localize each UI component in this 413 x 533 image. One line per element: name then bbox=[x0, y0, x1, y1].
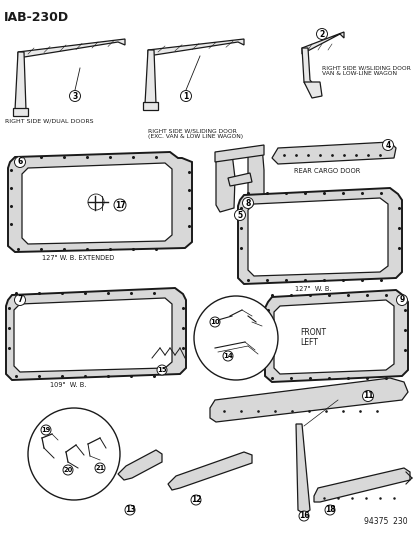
Polygon shape bbox=[145, 50, 156, 106]
Polygon shape bbox=[209, 378, 407, 422]
Text: 16: 16 bbox=[298, 512, 309, 521]
Polygon shape bbox=[273, 300, 393, 374]
Text: IAB-230D: IAB-230D bbox=[4, 11, 69, 24]
Polygon shape bbox=[295, 424, 309, 514]
Text: 3: 3 bbox=[72, 92, 78, 101]
Text: 12: 12 bbox=[190, 496, 201, 505]
Circle shape bbox=[69, 91, 80, 101]
Polygon shape bbox=[228, 173, 252, 186]
Circle shape bbox=[41, 425, 51, 435]
Circle shape bbox=[14, 157, 26, 167]
Circle shape bbox=[63, 465, 73, 475]
Polygon shape bbox=[301, 32, 343, 54]
Polygon shape bbox=[264, 290, 407, 382]
Text: 127" W. B. EXTENDED: 127" W. B. EXTENDED bbox=[42, 255, 114, 261]
Circle shape bbox=[324, 505, 334, 515]
Polygon shape bbox=[216, 153, 235, 212]
Text: RIGHT SIDE W/SLIDING DOOR
VAN & LOW-LINE WAGON: RIGHT SIDE W/SLIDING DOOR VAN & LOW-LINE… bbox=[321, 65, 410, 76]
Polygon shape bbox=[142, 102, 158, 110]
Text: 109"  W. B.: 109" W. B. bbox=[50, 382, 86, 388]
Circle shape bbox=[316, 28, 327, 39]
Polygon shape bbox=[18, 39, 125, 58]
Circle shape bbox=[88, 194, 104, 210]
Text: REAR CARGO DOOR: REAR CARGO DOOR bbox=[293, 168, 359, 174]
Circle shape bbox=[223, 351, 233, 361]
Polygon shape bbox=[14, 298, 171, 372]
Circle shape bbox=[190, 495, 201, 505]
Polygon shape bbox=[118, 450, 161, 480]
Text: RIGHT SIDE W/SLIDING DOOR
(EXC. VAN & LOW LINE WAGON): RIGHT SIDE W/SLIDING DOOR (EXC. VAN & LO… bbox=[147, 128, 242, 139]
Polygon shape bbox=[247, 198, 387, 276]
Text: 2: 2 bbox=[318, 29, 324, 38]
Text: 21: 21 bbox=[95, 465, 104, 471]
Circle shape bbox=[234, 209, 245, 221]
Circle shape bbox=[125, 505, 135, 515]
Circle shape bbox=[95, 463, 105, 473]
Text: 8: 8 bbox=[245, 198, 250, 207]
Circle shape bbox=[14, 295, 26, 305]
Text: 94375  230: 94375 230 bbox=[363, 517, 407, 526]
Circle shape bbox=[396, 295, 406, 305]
Circle shape bbox=[242, 198, 253, 208]
Text: FRONT
LEFT: FRONT LEFT bbox=[299, 328, 325, 348]
Text: 127"  W. B.: 127" W. B. bbox=[294, 286, 331, 292]
Circle shape bbox=[114, 199, 126, 211]
Text: 17: 17 bbox=[114, 200, 125, 209]
Polygon shape bbox=[6, 288, 185, 380]
Circle shape bbox=[194, 296, 277, 380]
Text: 6: 6 bbox=[17, 157, 23, 166]
Polygon shape bbox=[15, 52, 26, 112]
Text: 5: 5 bbox=[237, 211, 242, 220]
Text: 18: 18 bbox=[324, 505, 335, 514]
Polygon shape bbox=[168, 452, 252, 490]
Circle shape bbox=[157, 365, 166, 375]
Polygon shape bbox=[247, 146, 263, 205]
Text: 4: 4 bbox=[385, 141, 390, 149]
Text: 15: 15 bbox=[157, 367, 166, 373]
Text: 19: 19 bbox=[41, 427, 50, 433]
Text: 13: 13 bbox=[124, 505, 135, 514]
Circle shape bbox=[362, 391, 373, 401]
Polygon shape bbox=[214, 145, 263, 162]
Polygon shape bbox=[271, 142, 395, 164]
Text: 7: 7 bbox=[17, 295, 23, 304]
Text: 11: 11 bbox=[362, 392, 373, 400]
Circle shape bbox=[298, 511, 308, 521]
Text: 20: 20 bbox=[63, 467, 72, 473]
Text: 9: 9 bbox=[399, 295, 404, 304]
Text: 14: 14 bbox=[223, 353, 233, 359]
Polygon shape bbox=[147, 39, 243, 56]
Polygon shape bbox=[313, 468, 409, 502]
Circle shape bbox=[28, 408, 120, 500]
Polygon shape bbox=[237, 188, 401, 284]
Polygon shape bbox=[301, 48, 317, 93]
Text: 1: 1 bbox=[183, 92, 188, 101]
Text: RIGHT SIDE W/DUAL DOORS: RIGHT SIDE W/DUAL DOORS bbox=[5, 118, 93, 123]
Text: 10: 10 bbox=[210, 319, 219, 325]
Circle shape bbox=[180, 91, 191, 101]
Circle shape bbox=[209, 317, 219, 327]
Circle shape bbox=[382, 140, 392, 150]
Polygon shape bbox=[13, 108, 28, 116]
Polygon shape bbox=[303, 82, 321, 98]
Polygon shape bbox=[8, 152, 192, 252]
Polygon shape bbox=[22, 163, 171, 244]
